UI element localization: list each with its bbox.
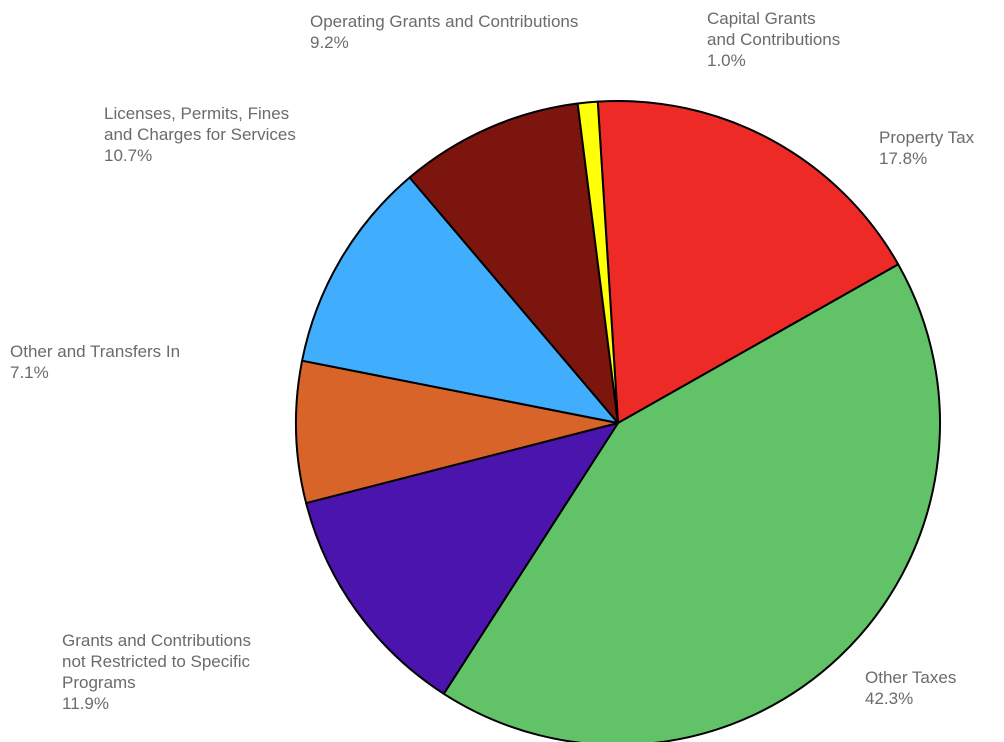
slice-percent: 17.8% xyxy=(879,149,927,168)
slice-name-line: Operating Grants and Contributions xyxy=(310,12,578,31)
slice-percent: 1.0% xyxy=(707,51,746,70)
slice-name-line: Grants and Contributions xyxy=(62,631,251,650)
pie-slices xyxy=(295,100,941,742)
slice-label-licenses-permits-fines-and-charges-for-services: Licenses, Permits, Fines and Charges for … xyxy=(104,104,296,165)
slice-name-line: Other Taxes xyxy=(865,668,956,687)
slice-percent: 9.2% xyxy=(310,33,349,52)
slice-label-grants-and-contributions-not-restricted-to-specific-programs: Grants and Contributions not Restricted t… xyxy=(62,631,251,713)
pie-slice-other-and-transfers-in xyxy=(295,359,619,505)
pie-slice-operating-grants-and-contributions xyxy=(408,102,619,424)
slice-name-line: Programs xyxy=(62,673,136,692)
slice-name-line: and Contributions xyxy=(707,30,840,49)
slice-label-other-and-transfers-in: Other and Transfers In 7.1% xyxy=(10,342,180,382)
slice-label-operating-grants-and-contributions: Operating Grants and Contributions 9.2% xyxy=(310,12,578,52)
pie-slice-other-taxes xyxy=(442,263,941,742)
slice-percent: 7.1% xyxy=(10,363,49,382)
slice-label-other-taxes: Other Taxes 42.3% xyxy=(865,668,956,708)
pie-labels: Property Tax 17.8% Other Taxes 42.3% Grants … xyxy=(10,9,975,713)
slice-label-property-tax: Property Tax 17.8% xyxy=(879,128,975,168)
slice-name-line: Other and Transfers In xyxy=(10,342,180,361)
slice-percent: 10.7% xyxy=(104,146,152,165)
pie-slice-capital-grants-and-contributions xyxy=(576,100,619,424)
slice-name-line: Licenses, Permits, Fines xyxy=(104,104,289,123)
slice-name-line: Capital Grants xyxy=(707,9,816,28)
slice-label-capital-grants-and-contributions: Capital Grants and Contributions 1.0% xyxy=(707,9,840,70)
slice-name-line: Property Tax xyxy=(879,128,975,147)
slice-percent: 11.9% xyxy=(62,694,109,713)
pie-slice-grants-and-contributions-not-restricted-to-specific-programs xyxy=(305,422,619,695)
slice-percent: 42.3% xyxy=(865,689,913,708)
slice-name-line: not Restricted to Specific xyxy=(62,652,251,671)
pie-slice-licenses-permits-fines-and-charges-for-services xyxy=(301,176,619,424)
slice-name-line: and Charges for Services xyxy=(104,125,296,144)
pie-slice-property-tax xyxy=(596,100,900,424)
